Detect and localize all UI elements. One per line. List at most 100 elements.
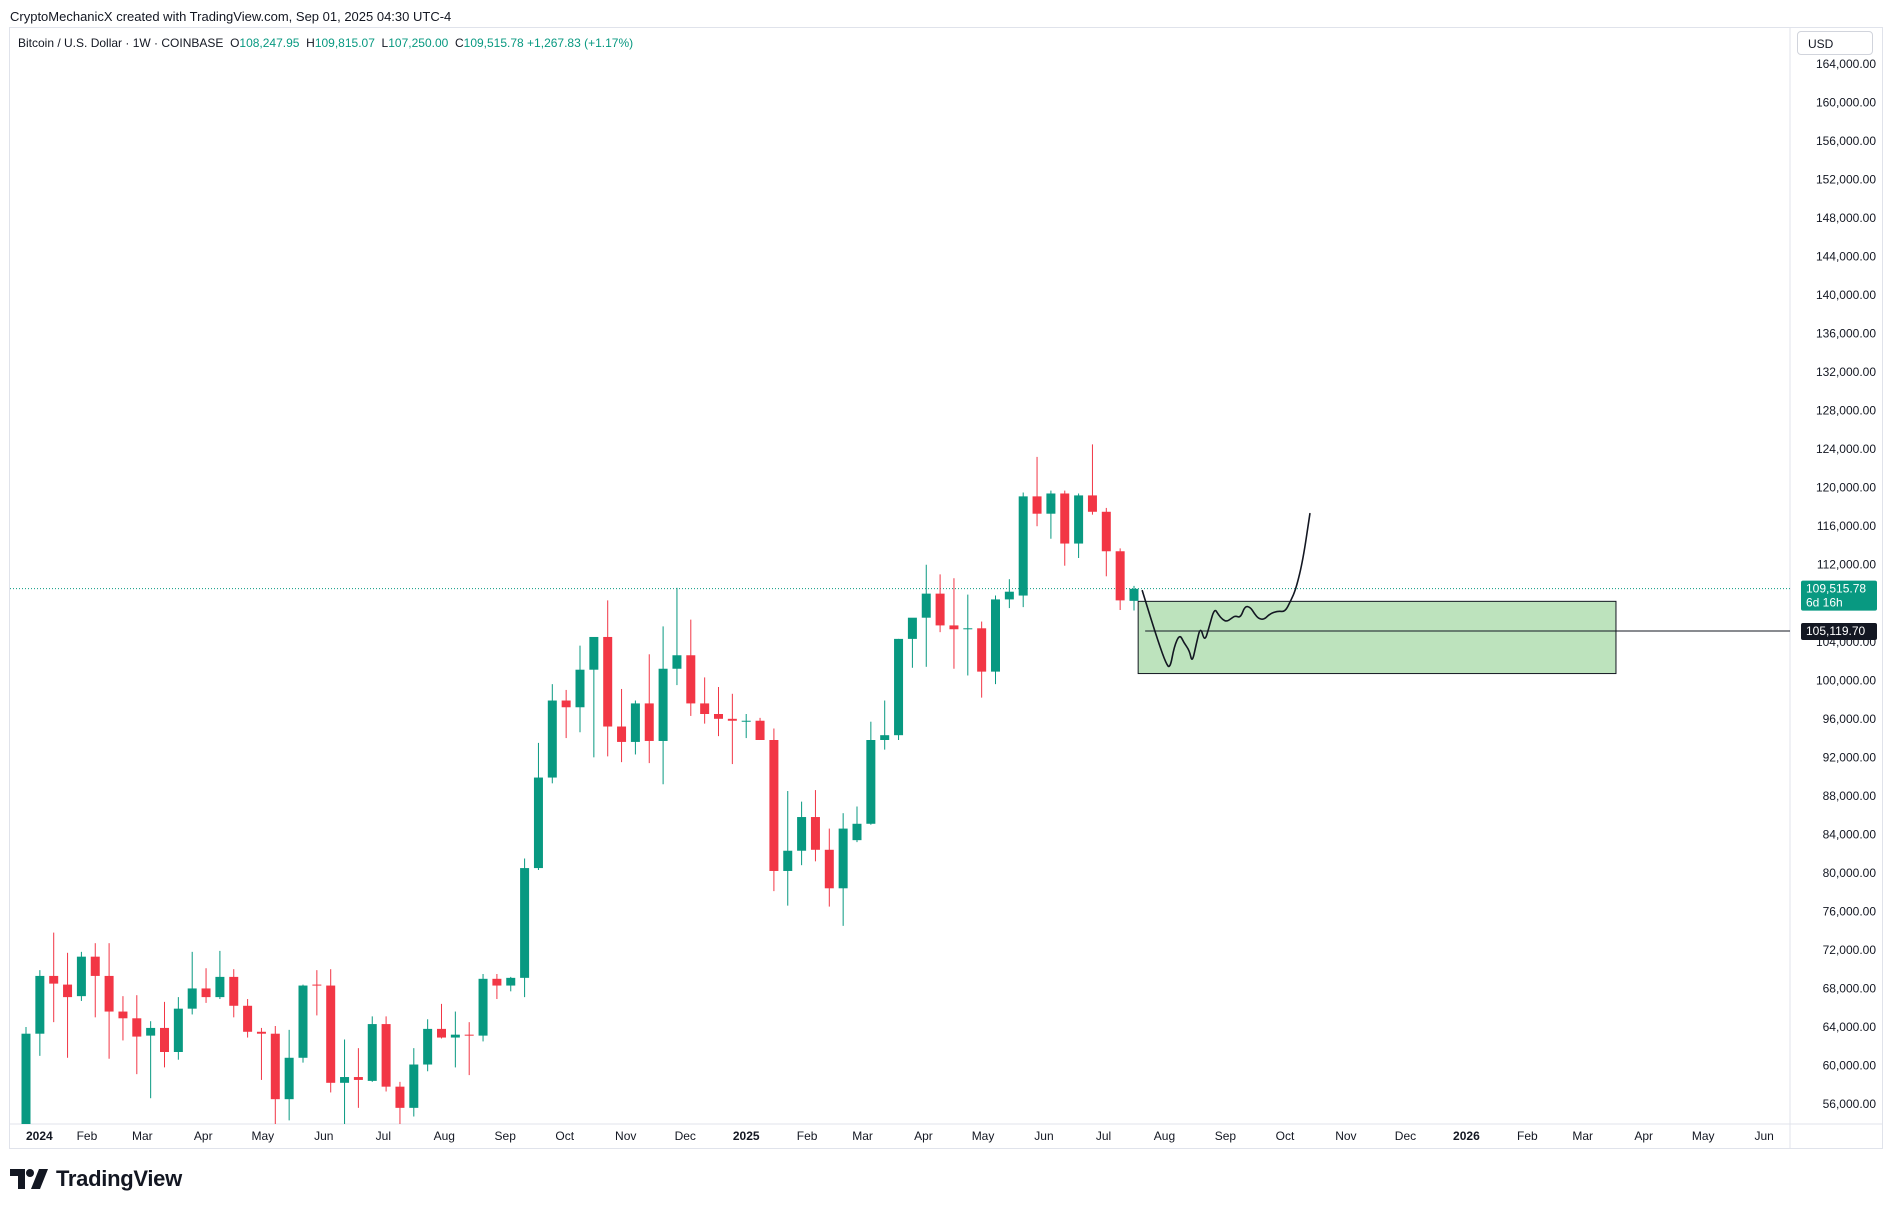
price-tick-label: 112,000.00 (1817, 558, 1876, 572)
price-tick-label: 84,000.00 (1823, 827, 1877, 841)
currency-button[interactable]: USD (1797, 31, 1873, 55)
candle-body-down (1115, 551, 1125, 601)
candle-body-up (533, 777, 543, 869)
time-tick-label: Jul (376, 1129, 391, 1143)
projection-path[interactable] (1141, 512, 1311, 668)
change-value: +1,267.83 (+1.17%) (527, 36, 634, 50)
time-tick-label: 2025 (733, 1129, 760, 1143)
candle (617, 688, 627, 763)
candle (187, 951, 197, 1015)
last-price-tag-countdown: 6d 16h (1806, 596, 1843, 610)
candle (492, 974, 502, 1000)
candle-body-down (243, 1005, 253, 1032)
candle (1087, 444, 1097, 515)
candle-body-up (21, 1033, 31, 1124)
candle-body-down (464, 1034, 474, 1036)
candle (575, 645, 585, 733)
time-tick-label: Sep (1215, 1129, 1237, 1143)
tradingview-logo-icon (10, 1169, 48, 1189)
candle (160, 1001, 169, 1068)
candle (991, 595, 1000, 685)
price-tick-label: 80,000.00 (1823, 866, 1877, 880)
candle (769, 728, 779, 892)
candle (478, 974, 488, 1042)
time-tick-label: 2026 (1453, 1129, 1480, 1143)
candle-body-up (1046, 493, 1056, 514)
time-tick-label: 2024 (26, 1129, 53, 1143)
candle-body-up (921, 593, 931, 618)
candle-body-down (395, 1086, 405, 1108)
candle (866, 721, 876, 825)
candle (284, 1029, 294, 1121)
candle-body-down (104, 975, 114, 1012)
symbol-legend[interactable]: Bitcoin / U.S. Dollar · 1W · COINBASE O1… (18, 36, 633, 50)
candle-body-down (755, 720, 765, 740)
candle-body-up (658, 668, 668, 741)
time-tick-label: Apr (914, 1129, 933, 1143)
candle (423, 1019, 433, 1072)
candle-body-down (492, 978, 502, 986)
candle (921, 564, 931, 667)
candle (714, 687, 723, 737)
time-tick-label: Jun (1754, 1129, 1773, 1143)
candle (21, 1026, 31, 1124)
candle-body-up (1074, 495, 1084, 544)
candle-body-up (478, 978, 488, 1036)
candle-body-down (381, 1024, 391, 1087)
candle-body-down (132, 1018, 142, 1037)
candle (741, 714, 751, 739)
symbol-name: Bitcoin / U.S. Dollar · 1W · COINBASE (18, 36, 224, 50)
candle-body-down (644, 703, 654, 741)
candle-body-up (907, 617, 917, 639)
candle (824, 828, 834, 907)
candle (464, 1022, 474, 1076)
price-tick-label: 132,000.00 (1816, 365, 1876, 379)
candle (977, 621, 987, 698)
time-tick-label: Mar (132, 1129, 153, 1143)
price-tick-label: 140,000.00 (1816, 288, 1876, 302)
candle-body-down (312, 984, 322, 986)
price-tick-label: 76,000.00 (1823, 904, 1877, 918)
price-tick-label: 136,000.00 (1816, 327, 1876, 341)
candle (409, 1048, 419, 1117)
open-label: O (230, 36, 240, 50)
candle (672, 587, 682, 686)
price-tick-label: 164,000.00 (1816, 57, 1876, 71)
candle (381, 1016, 391, 1092)
time-tick-label: Dec (1395, 1129, 1416, 1143)
candle-body-up (963, 628, 973, 630)
candle-body-up (797, 817, 807, 851)
time-tick-label: Apr (1634, 1129, 1653, 1143)
candle (644, 654, 654, 764)
tradingview-logo[interactable]: TradingView (10, 1166, 182, 1192)
candle (229, 969, 239, 1018)
time-tick-label: May (251, 1129, 274, 1143)
candle-body-down (1087, 495, 1097, 512)
support-zone-rectangle[interactable] (1137, 600, 1617, 675)
price-tick-label: 124,000.00 (1816, 442, 1876, 456)
candle (367, 1016, 377, 1082)
candle (104, 943, 114, 1059)
candle (146, 1021, 156, 1099)
candle (700, 677, 710, 724)
candle-body-down (353, 1077, 363, 1080)
time-tick-label: Mar (1572, 1129, 1593, 1143)
candle-body-down (118, 1011, 128, 1019)
time-tick-label: Feb (77, 1129, 98, 1143)
candle-body-up (187, 988, 197, 1009)
candle-body-up (423, 1028, 433, 1065)
candle (852, 806, 862, 843)
time-tick-label: Feb (797, 1129, 818, 1143)
candle (1115, 548, 1125, 610)
candle (215, 950, 225, 1000)
last-price-tag (1801, 580, 1877, 611)
candle-body-down (270, 1033, 280, 1100)
candle (630, 700, 640, 755)
candle-body-up (1129, 588, 1139, 601)
candle (90, 943, 100, 1018)
candle-body-up (866, 740, 876, 824)
time-tick-label: Nov (1335, 1129, 1356, 1143)
candle-body-up (298, 985, 308, 1058)
candle-body-up (520, 868, 530, 978)
